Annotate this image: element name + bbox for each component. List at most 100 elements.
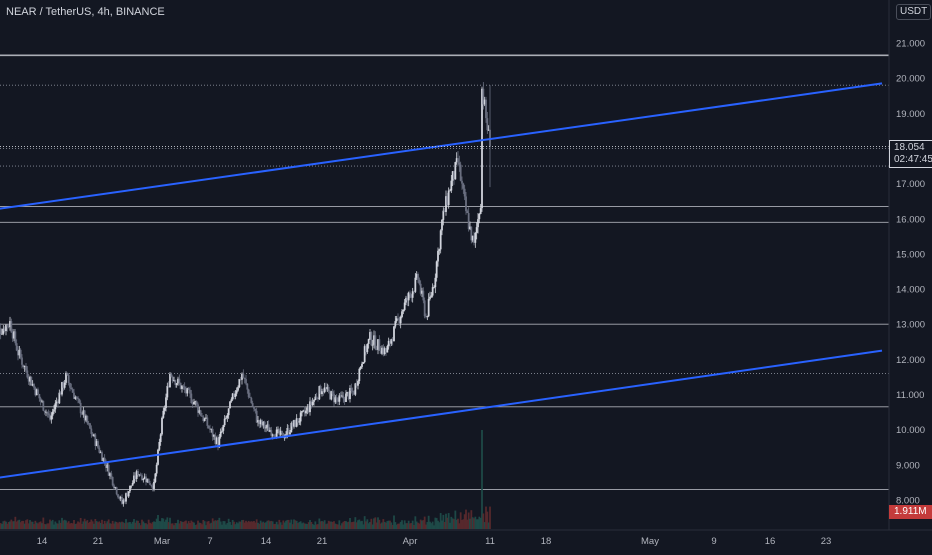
candle-body	[252, 403, 254, 406]
y-tick-label: 11.000	[896, 390, 924, 401]
candle-body	[14, 331, 16, 343]
candle-body	[46, 412, 48, 414]
y-tick-label: 16.000	[896, 214, 925, 225]
candle-body	[457, 158, 459, 162]
symbol-title: NEAR / TetherUS, 4h, BINANCE	[6, 6, 165, 18]
x-tick-label: 11	[485, 536, 495, 547]
candle-body	[158, 442, 160, 450]
candle-body	[54, 403, 56, 409]
candle-body	[298, 421, 300, 422]
candle-body	[461, 181, 463, 184]
candle-body	[486, 118, 488, 130]
candle-body	[150, 485, 152, 486]
last-price-value: 18.054	[894, 142, 932, 154]
candle-body	[238, 379, 240, 387]
volume-bar	[489, 507, 491, 529]
candle-body	[449, 191, 451, 192]
x-tick-label: Apr	[403, 536, 418, 547]
candle-body	[332, 391, 334, 393]
candle-body	[66, 373, 68, 375]
candle-body	[249, 397, 251, 398]
candle-body	[418, 280, 420, 284]
candle-body	[37, 389, 39, 394]
candle-body	[328, 387, 330, 391]
candle-body	[189, 390, 191, 394]
candle-body	[0, 328, 2, 334]
candle-body	[432, 287, 434, 295]
candle-body	[72, 389, 74, 393]
candle-body	[52, 412, 54, 416]
candle-body	[478, 214, 480, 219]
candle-body	[137, 471, 139, 475]
candle-body	[162, 411, 164, 418]
candle-body	[477, 219, 479, 227]
levels-layer	[0, 55, 889, 489]
y-tick-label: 15.000	[896, 249, 925, 260]
candle-body	[128, 491, 130, 496]
candle-body	[70, 388, 72, 389]
candle-body	[204, 419, 206, 421]
x-tick-label: 14	[37, 536, 48, 547]
candle-body	[165, 397, 167, 408]
candle-body	[112, 477, 114, 485]
candle-body	[224, 419, 226, 425]
candle-body	[237, 387, 239, 390]
candle-body	[400, 317, 402, 323]
candle-body	[184, 387, 186, 390]
candle-body	[454, 162, 456, 179]
candle-body	[153, 482, 155, 489]
candle-body	[44, 411, 46, 412]
trendlines-layer	[0, 83, 889, 480]
candle-body	[129, 486, 131, 492]
candle-body	[116, 487, 118, 494]
candle-body	[370, 332, 372, 345]
candle-body	[156, 465, 158, 474]
candle-body	[429, 297, 431, 299]
candle-body	[76, 397, 78, 398]
candle-body	[462, 184, 464, 189]
candle-body	[50, 416, 52, 420]
candle-body	[437, 251, 439, 262]
candle-body	[412, 291, 414, 298]
x-tick-label: 21	[93, 536, 104, 547]
candle-body	[20, 350, 22, 358]
currency-selector[interactable]: USDT	[896, 4, 931, 20]
candle-body	[422, 291, 424, 301]
candle-body	[305, 411, 307, 414]
y-tick-label: 17.000	[896, 179, 925, 190]
candle-body	[401, 311, 403, 317]
candle-body	[26, 370, 28, 377]
y-tick-label: 21.000	[896, 39, 925, 50]
candle-body	[78, 399, 80, 403]
candle-body	[161, 418, 163, 435]
candle-body	[97, 441, 99, 447]
candle-body	[166, 386, 168, 397]
candle-body	[312, 402, 314, 405]
candle-body	[360, 367, 362, 369]
candle-body	[16, 343, 18, 350]
candle-body	[250, 398, 252, 403]
candle-body	[190, 394, 192, 403]
candle-body	[33, 384, 35, 387]
y-tick-label: 20.000	[896, 74, 925, 85]
candle-body	[358, 369, 360, 381]
y-tick-label: 9.000	[896, 460, 920, 471]
candle-body	[460, 165, 462, 181]
candle-body	[248, 390, 250, 398]
candle-body	[6, 325, 8, 327]
candle-body	[10, 321, 12, 332]
candle-body	[234, 394, 236, 397]
candle-body	[220, 432, 222, 437]
candle-body	[245, 379, 247, 383]
candle-body	[25, 366, 27, 371]
candle-body	[345, 393, 347, 401]
candle-body	[117, 494, 119, 497]
x-tick-label: 14	[261, 536, 272, 547]
candle-body	[68, 375, 70, 383]
candle-body	[64, 383, 66, 388]
x-tick-label: 16	[765, 536, 776, 547]
volume-layer	[0, 430, 491, 529]
y-tick-label: 14.000	[896, 285, 925, 296]
